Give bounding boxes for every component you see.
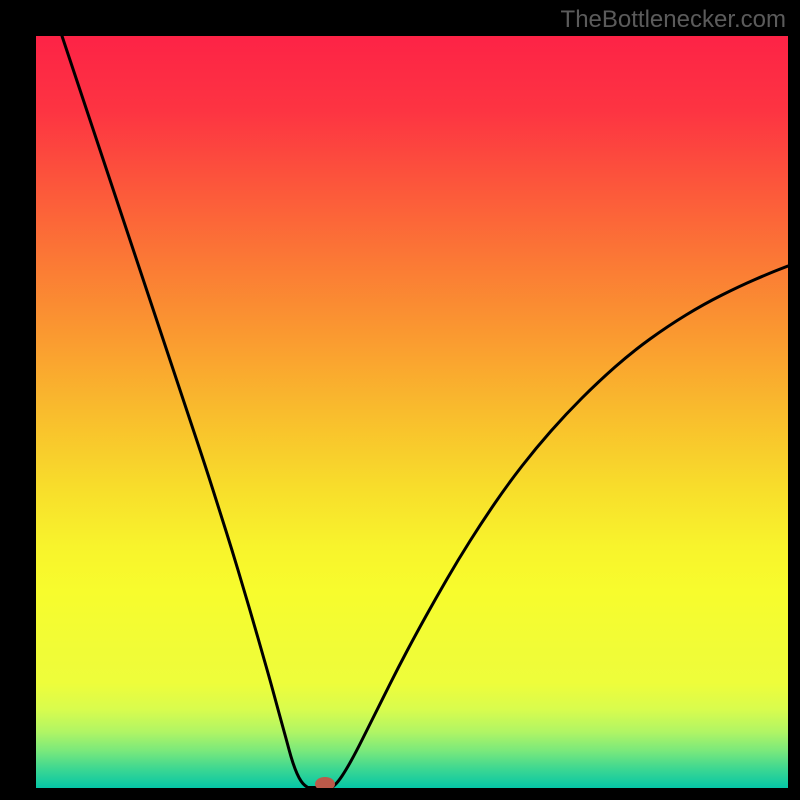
- watermark-text: TheBottlenecker.com: [561, 6, 786, 34]
- chart-canvas: { "watermark": { "text": "TheBottlenecke…: [0, 0, 800, 800]
- gradient-background: [36, 36, 788, 788]
- v-curve-chart: [0, 0, 800, 800]
- plot-area: [36, 36, 788, 791]
